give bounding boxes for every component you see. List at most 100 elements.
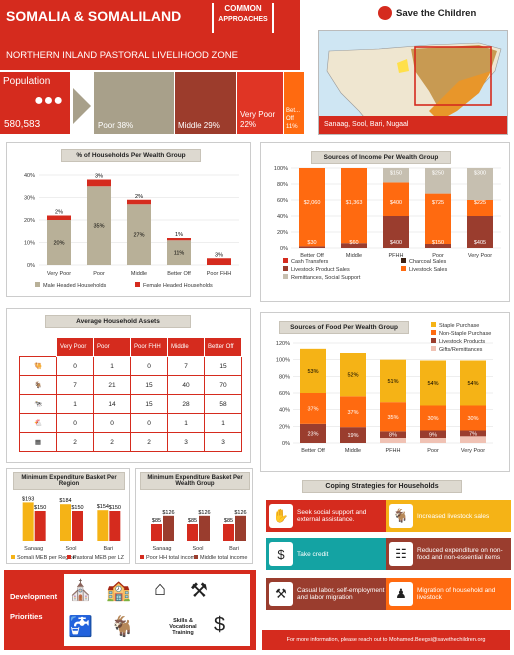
data-label: 2% <box>55 210 63 216</box>
legend-label: Somali MEB per Region <box>17 555 76 561</box>
table-cell: 2 <box>56 432 94 452</box>
poultry-icon: 🐔 <box>19 413 57 433</box>
bar-segment <box>300 423 326 443</box>
bar-segment <box>460 405 486 431</box>
y-tick-label: 80% <box>279 374 290 380</box>
bar-female <box>207 258 231 265</box>
footer: For more information, please reach out t… <box>262 630 510 650</box>
bar-segment <box>420 438 446 443</box>
coping-item-casual-labor: ⚒ Casual labor, self-employment and labor… <box>266 578 391 610</box>
table-cell: 28 <box>167 394 205 414</box>
y-tick-label: 0% <box>282 441 290 447</box>
data-label: $2,060 <box>304 200 321 206</box>
coping-label: Migration of household and livestock <box>417 587 496 601</box>
data-label: $85 <box>152 518 161 524</box>
legend-label: Livestock Sales <box>409 267 447 273</box>
bar-segment <box>460 436 486 443</box>
legend-swatch <box>11 555 15 559</box>
zone-title: NORTHERN INLAND PASTORAL LIVELIHOOD ZONE <box>6 50 238 61</box>
legend-label: Staple Purchase <box>439 323 479 329</box>
y-tick-label: 0% <box>280 246 288 252</box>
data-label: $126 <box>162 510 174 516</box>
x-tick-label: Middle <box>345 448 361 454</box>
coping-item-reduced-expenditure: ☷ Reduced expenditure on non-food and non… <box>386 538 511 570</box>
meb-wealth-panel: Minimum Expenditure Basket Per Wealth Gr… <box>135 468 253 564</box>
bar <box>22 502 34 541</box>
chart-title: Sources of Food Per Wealth Group <box>279 321 409 334</box>
x-tick-label: Better Off <box>300 253 324 259</box>
chart-title: Sources of Income Per Wealth Group <box>311 151 451 164</box>
meb-region-panel: Minimum Expenditure Basket Per Region $1… <box>6 468 130 564</box>
bar-male <box>127 204 151 265</box>
legend-swatch <box>67 555 71 559</box>
legend-swatch <box>135 282 140 287</box>
food-chart-panel: Sources of Food Per Wealth Group 0% 20% 40… <box>260 312 510 472</box>
table-row: 🐐 7 21 15 40 70 <box>19 375 242 395</box>
table-cell: 15 <box>130 375 168 395</box>
bar-segment <box>300 348 326 393</box>
table-row: 🐫 0 1 0 7 15 <box>19 356 242 376</box>
x-tick-label: Sool <box>192 546 203 552</box>
bar <box>235 515 246 541</box>
income-chart-panel: Sources of Income Per Wealth Group 0% 20%… <box>260 142 510 302</box>
assets-table: Very Poor Poor Poor FHH Middle Better Of… <box>19 337 242 452</box>
data-label: 35% <box>387 415 398 421</box>
arrow-icon <box>73 88 91 124</box>
data-label: 53% <box>307 369 318 375</box>
legend-swatch <box>140 555 144 559</box>
coping-item-social-support: ✋ Seek social support and external assist… <box>266 500 391 532</box>
data-label: $85 <box>224 518 233 524</box>
bar <box>34 511 46 541</box>
table-cell: 58 <box>204 394 242 414</box>
bar <box>187 524 198 541</box>
data-label: 52% <box>347 373 358 379</box>
table-cell: 0 <box>93 413 131 433</box>
school-icon: 🏫 <box>106 580 131 602</box>
page-title: SOMALIA & SOMALILAND <box>6 8 182 24</box>
bar <box>163 515 174 541</box>
y-tick-label: 40% <box>24 173 35 179</box>
households-chart-panel: % of Households Per Wealth Group 0% 10% 20… <box>6 142 251 297</box>
bar-female <box>167 238 191 241</box>
population-box: Population ●●● 580,583 <box>0 72 70 134</box>
x-tick-label: PFHH <box>386 448 401 454</box>
bar-male <box>167 240 191 265</box>
population-label: Population <box>3 76 51 87</box>
bar <box>223 524 234 541</box>
data-label: $126 <box>198 510 210 516</box>
health-icon: ⛪ <box>68 580 93 602</box>
worker-icon: ⚒ <box>269 582 293 606</box>
house-icon: ⌂ <box>154 578 167 600</box>
coping-title: Coping Strategies for Households <box>302 480 462 493</box>
x-tick-label: Sanaag <box>24 546 43 552</box>
column-header: Poor <box>93 337 131 357</box>
goat-icon: 🐐 <box>19 375 57 395</box>
table-cell: 7 <box>167 356 205 376</box>
money-icon: $ <box>269 542 293 566</box>
legend-label: Female Headed Households <box>143 283 213 289</box>
data-label: 7% <box>469 431 477 437</box>
data-label: 11% <box>174 251 185 257</box>
x-tick-label: Middle <box>346 253 362 259</box>
table-cell: 1 <box>56 394 94 414</box>
bar-segment <box>383 182 409 216</box>
table-cell: 21 <box>93 375 131 395</box>
data-label: 27% <box>133 233 144 239</box>
data-label: $725 <box>432 200 444 206</box>
x-tick-label: Bari <box>103 546 113 552</box>
bar <box>72 511 83 541</box>
beehive-icon: ▦ <box>19 432 57 452</box>
save-the-children-logo: Save the Children <box>378 6 476 20</box>
bar-segment <box>380 402 406 432</box>
table-cell: 0 <box>130 413 168 433</box>
pop-group-middle: Middle 29% <box>175 72 236 134</box>
dev-title-line2: Priorities <box>10 612 43 621</box>
bar-segment <box>420 405 446 431</box>
pop-group-better-off: Bet... Off 11% <box>284 72 304 134</box>
x-tick-label: Poor FHH <box>207 271 231 277</box>
table-cell: 2 <box>130 432 168 452</box>
bar-male <box>47 220 71 265</box>
money-bag-icon: $ <box>214 614 226 636</box>
data-label: $30 <box>307 240 316 246</box>
data-label: 8% <box>389 433 397 439</box>
